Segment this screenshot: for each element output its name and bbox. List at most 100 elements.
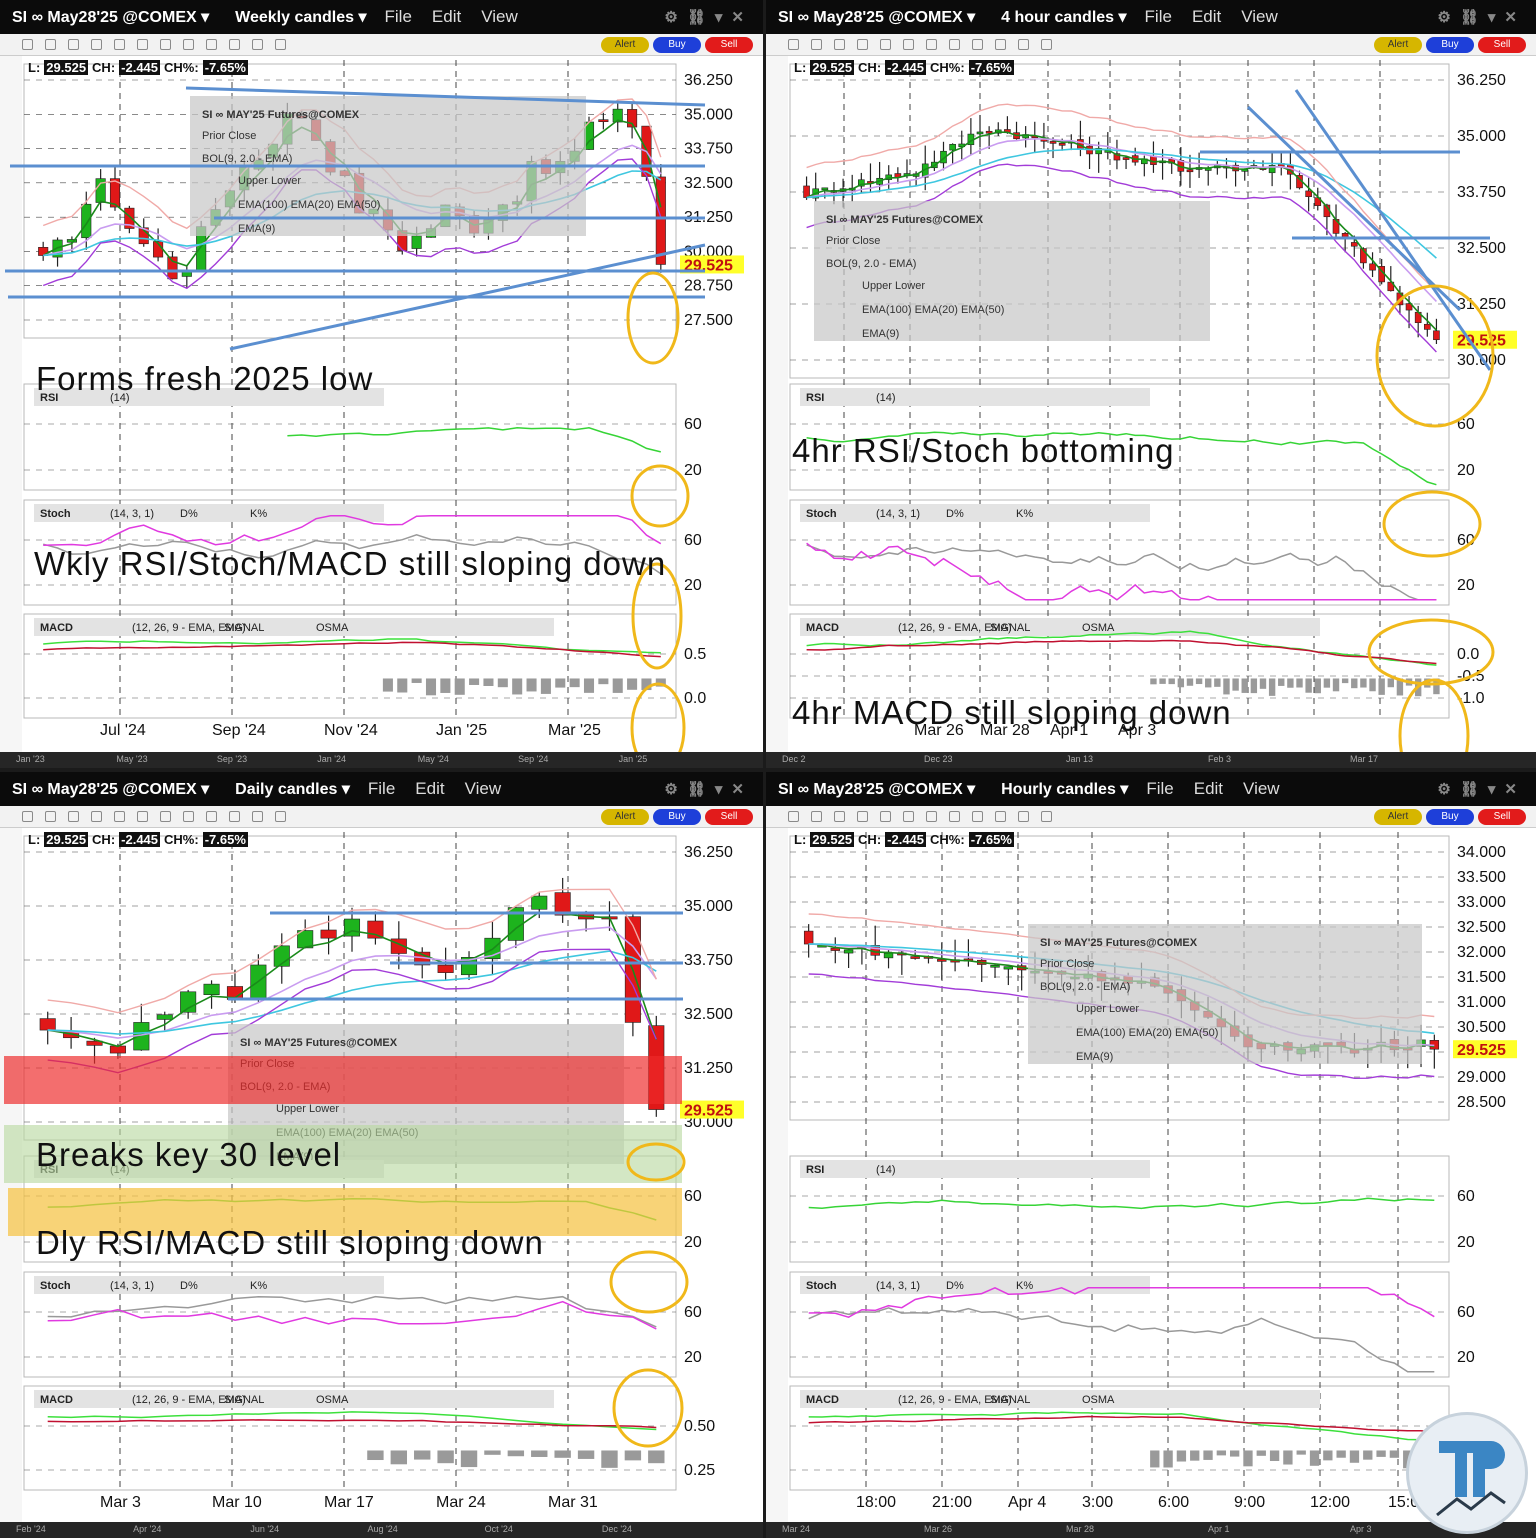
- trend-line[interactable]: [1294, 89, 1492, 371]
- rsi-header[interactable]: RSI (14): [34, 388, 384, 406]
- menu-view[interactable]: View: [1241, 7, 1278, 26]
- link-icon[interactable]: ⛓: [1459, 9, 1488, 26]
- close-icon[interactable]: ✕: [731, 781, 753, 798]
- rsi-header[interactable]: RSI (14): [800, 1160, 1150, 1178]
- indicator-legend[interactable]: SI ∞ MAY'25 Futures@COMEX Prior Close BOL(…: [1028, 924, 1422, 1064]
- toolbar-tool-icon[interactable]: [949, 39, 960, 50]
- toolbar-tool-icon[interactable]: [45, 811, 56, 822]
- time-scrollbar[interactable]: Dec 2 Dec 23 Jan 13 Feb 3 Mar 17: [766, 752, 1536, 768]
- macd-header[interactable]: MACD (12, 26, 9 - EMA, EMA)SIGNAL OSMA: [34, 1390, 554, 1408]
- toolbar-tool-icon[interactable]: [811, 811, 822, 822]
- toolbar-tool-icon[interactable]: [91, 39, 102, 50]
- menu-file[interactable]: File: [1146, 779, 1174, 798]
- menu-edit[interactable]: Edit: [431, 7, 462, 26]
- toolbar-tool-icon[interactable]: [949, 811, 960, 822]
- toolbar-tool-icon[interactable]: [903, 811, 914, 822]
- toolbar-tool-icon[interactable]: [206, 811, 217, 822]
- gear-icon[interactable]: ⚙: [664, 781, 687, 798]
- toolbar-tool-icon[interactable]: [183, 39, 194, 50]
- toolbar-tool-icon[interactable]: [22, 39, 33, 50]
- close-icon[interactable]: ✕: [731, 9, 753, 26]
- toolbar-tool-icon[interactable]: [160, 811, 171, 822]
- toolbar-tool-icon[interactable]: [834, 811, 845, 822]
- menu-view[interactable]: View: [464, 779, 502, 798]
- stoch-header[interactable]: Stoch (14, 3, 1) D% K%: [34, 504, 384, 522]
- toolbar-tool-icon[interactable]: [22, 811, 33, 822]
- toolbar-tool-icon[interactable]: [1041, 811, 1052, 822]
- macd-header[interactable]: MACD (12, 26, 9 - EMA, EMA)SIGNAL OSMA: [34, 618, 554, 636]
- toolbar-tool-icon[interactable]: [114, 811, 125, 822]
- toolbar-tool-icon[interactable]: [252, 39, 263, 50]
- toolbar-tool-icon[interactable]: [788, 39, 799, 50]
- time-scrollbar[interactable]: Mar 24 Mar 26 Mar 28 Apr 1 Apr 3: [766, 1522, 1536, 1538]
- menu-edit[interactable]: Edit: [1191, 7, 1222, 26]
- symbol-selector[interactable]: SI ∞ May28'25 @COMEX ▾: [12, 9, 210, 26]
- sell-button[interactable]: Sell: [1478, 809, 1526, 825]
- menu-view[interactable]: View: [481, 7, 518, 26]
- toolbar-tool-icon[interactable]: [811, 39, 822, 50]
- alert-button[interactable]: Alert: [1374, 37, 1422, 53]
- buy-button[interactable]: Buy: [653, 37, 701, 53]
- toolbar-tool-icon[interactable]: [183, 811, 194, 822]
- toolbar-tool-icon[interactable]: [137, 39, 148, 50]
- menu-file[interactable]: File: [367, 779, 396, 798]
- toolbar-tool-icon[interactable]: [137, 811, 148, 822]
- toolbar-tool-icon[interactable]: [45, 39, 56, 50]
- toolbar-tool-icon[interactable]: [903, 39, 914, 50]
- menu-file[interactable]: File: [1144, 7, 1172, 26]
- menu-edit[interactable]: Edit: [415, 779, 445, 798]
- toolbar-tool-icon[interactable]: [68, 39, 79, 50]
- menu-file[interactable]: File: [384, 7, 412, 26]
- toolbar-tool-icon[interactable]: [1041, 39, 1052, 50]
- toolbar-tool-icon[interactable]: [275, 39, 286, 50]
- toolbar-tool-icon[interactable]: [206, 39, 217, 50]
- macd-header[interactable]: MACD (12, 26, 9 - EMA, EMA)SIGNAL OSMA: [800, 618, 1320, 636]
- menu-view[interactable]: View: [1243, 779, 1280, 798]
- toolbar-tool-icon[interactable]: [880, 811, 891, 822]
- toolbar-tool-icon[interactable]: [275, 811, 286, 822]
- toolbar-tool-icon[interactable]: [972, 811, 983, 822]
- sell-button[interactable]: Sell: [1478, 37, 1526, 53]
- gear-icon[interactable]: ⚙: [664, 9, 687, 26]
- link-icon[interactable]: ⛓: [686, 9, 715, 26]
- toolbar-tool-icon[interactable]: [995, 811, 1006, 822]
- time-scrollbar[interactable]: Feb '24 Apr '24 Jun '24 Aug '24 Oct '24 Dec '…: [0, 1522, 763, 1538]
- chevron-down-icon[interactable]: ▾: [714, 9, 732, 26]
- gear-icon[interactable]: ⚙: [1437, 9, 1460, 26]
- stoch-header[interactable]: Stoch (14, 3, 1) D% K%: [800, 504, 1150, 522]
- toolbar-tool-icon[interactable]: [926, 39, 937, 50]
- toolbar-tool-icon[interactable]: [857, 811, 868, 822]
- toolbar-tool-icon[interactable]: [114, 39, 125, 50]
- toolbar-tool-icon[interactable]: [995, 39, 1006, 50]
- close-icon[interactable]: ✕: [1504, 781, 1526, 798]
- chevron-down-icon[interactable]: ▾: [714, 781, 732, 798]
- timeframe-selector[interactable]: 4 hour candles ▾: [1001, 9, 1127, 26]
- toolbar-tool-icon[interactable]: [857, 39, 868, 50]
- buy-button[interactable]: Buy: [1426, 37, 1474, 53]
- indicator-legend[interactable]: SI ∞ MAY'25 Futures@COMEX Prior Close BOL(…: [814, 201, 1210, 341]
- alert-button[interactable]: Alert: [601, 809, 649, 825]
- chevron-down-icon[interactable]: ▾: [1487, 9, 1505, 26]
- time-scrollbar[interactable]: Jan '23 May '23 Sep '23 Jan '24 May '24 Sep '…: [0, 752, 763, 768]
- buy-button[interactable]: Buy: [1426, 809, 1474, 825]
- alert-button[interactable]: Alert: [601, 37, 649, 53]
- stoch-header[interactable]: Stoch (14, 3, 1) D% K%: [800, 1276, 1150, 1294]
- rsi-header[interactable]: RSI (14): [800, 388, 1150, 406]
- timeframe-selector[interactable]: Daily candles ▾: [235, 781, 350, 798]
- alert-button[interactable]: Alert: [1374, 809, 1422, 825]
- toolbar-tool-icon[interactable]: [880, 39, 891, 50]
- toolbar-tool-icon[interactable]: [1018, 39, 1029, 50]
- symbol-selector[interactable]: SI ∞ May28'25 @COMEX ▾: [778, 781, 976, 798]
- sell-button[interactable]: Sell: [705, 37, 753, 53]
- toolbar-tool-icon[interactable]: [68, 811, 79, 822]
- toolbar-tool-icon[interactable]: [972, 39, 983, 50]
- link-icon[interactable]: ⛓: [1459, 781, 1488, 798]
- buy-button[interactable]: Buy: [653, 809, 701, 825]
- chart-canvas[interactable]: 34.000 33.500 33.000 32.500 32.000 31.500 31.0…: [766, 828, 1536, 1524]
- toolbar-tool-icon[interactable]: [788, 811, 799, 822]
- symbol-selector[interactable]: SI ∞ May28'25 @COMEX ▾: [12, 781, 210, 798]
- timeframe-selector[interactable]: Hourly candles ▾: [1001, 781, 1129, 798]
- toolbar-tool-icon[interactable]: [252, 811, 263, 822]
